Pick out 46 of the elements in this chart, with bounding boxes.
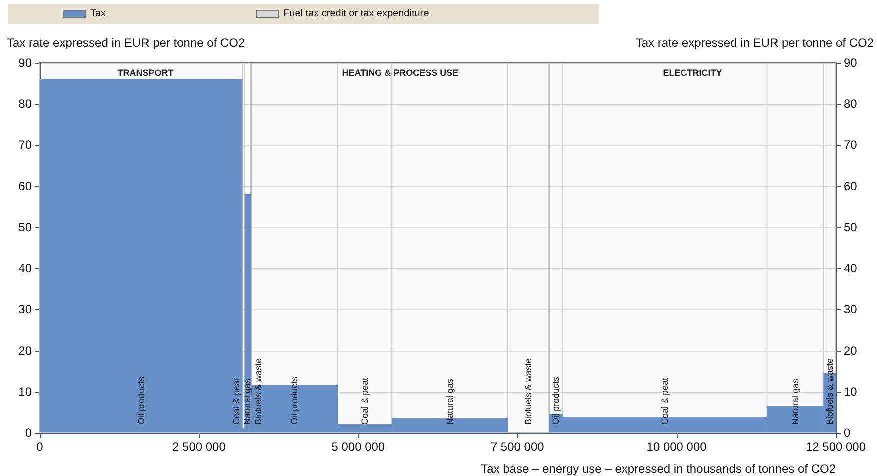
y2-tick-label: 80 [844,97,858,112]
y-tick-label: 40 [18,262,32,276]
band-label: ELECTRICITY [663,68,722,78]
x-tick-label: 5 000 000 [332,440,386,454]
y2-tick-label: 30 [844,302,858,317]
y-axis-title: Tax rate expressed in EUR per tonne of CO2 [7,36,246,50]
y2-tick-label: 10 [844,384,858,399]
category-label: Biofuels & waste [524,358,534,425]
y2-tick-label: 70 [844,138,858,152]
band-label: HEATING & PROCESS USE [342,68,459,78]
category-label: Coal & peat [360,378,370,425]
category-label: Oil products [136,376,146,425]
y2-axis-title: Tax rate expressed in EUR per tonne of CO2 [636,36,874,50]
y-tick-label: 80 [18,97,32,112]
y2-tick-label: 40 [844,262,858,276]
y2-tick-label: 20 [844,344,858,358]
y-tick-label: 90 [18,56,32,70]
x-tick-label: 2 500 000 [172,440,226,454]
y-tick-label: 50 [18,220,32,234]
y2-tick-label: 50 [844,220,858,234]
y-tick-label: 60 [18,179,32,194]
category-label: Oil products [290,376,300,425]
category-label: Biofuels & waste [824,358,835,425]
y2-tick-label: 60 [844,179,858,194]
y-tick-label: 20 [18,344,32,358]
category-label: Natural gas [242,378,253,425]
y-tick-label: 70 [18,138,32,152]
y-tick-label: 10 [18,384,32,399]
legend-label: Fuel tax credit or tax expenditure [284,8,430,20]
category-label: Coal & peat [232,378,242,425]
x-tick-label: 0 [36,440,44,454]
category-label: Oil products [551,376,562,425]
category-label: Natural gas [790,378,801,425]
y2-tick-label: 0 [844,426,851,440]
y-tick-label: 30 [18,302,32,317]
category-label: Natural gas [445,378,456,425]
x-tick-label: 12 500 000 [806,440,866,454]
legend-label: Tax [90,8,106,20]
band-label: TRANSPORT [118,68,174,78]
y-tick-label: 0 [25,426,32,440]
category-label: Biofuels & waste [254,358,264,425]
y2-tick-label: 90 [844,56,858,70]
x-axis-title: Tax base – energy use – expressed in thousands of tonnes of CO2 [481,462,836,476]
category-label: Coal & peat [660,378,670,425]
x-tick-label: 10 000 000 [646,440,708,454]
x-tick-label: 7 500 000 [490,440,545,454]
